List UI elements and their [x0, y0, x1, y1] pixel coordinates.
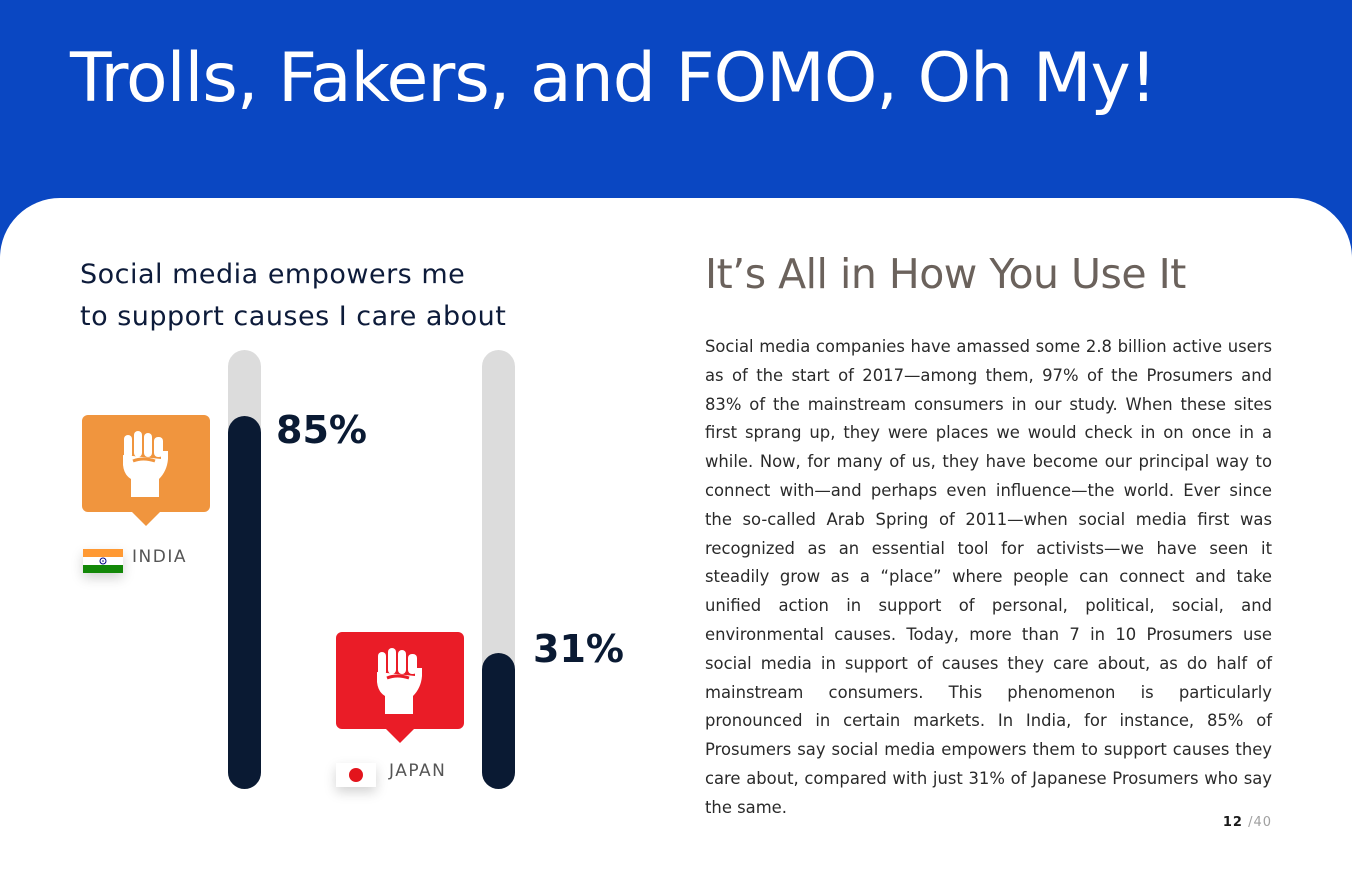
current-page: 12 [1222, 815, 1243, 830]
chart-title-line-2: to support causes I care about [80, 301, 507, 332]
india-bar-track [228, 350, 261, 789]
india-value-label: 85% [276, 408, 367, 452]
india-bar [228, 416, 261, 789]
japan-value-label: 31% [533, 627, 624, 671]
india-bubble [82, 415, 210, 526]
body-paragraph: Social media companies have amassed some… [705, 337, 1272, 817]
chart-title: Social media empowers me to support caus… [80, 254, 580, 338]
raised-fist-icon [123, 431, 168, 497]
japan-label: JAPAN [389, 761, 447, 781]
india-flag [83, 549, 123, 573]
japan-bar-track [482, 350, 515, 789]
raised-fist-icon [377, 648, 422, 714]
content-card [0, 198, 1352, 875]
india-label: INDIA [132, 547, 187, 567]
header-banner: Trolls, Fakers, and FOMO, Oh My! [0, 0, 1352, 230]
page-number: 12 /40 [1223, 815, 1272, 830]
chart-title-line-1: Social media empowers me [80, 259, 466, 290]
page-title: Trolls, Fakers, and FOMO, Oh My! [70, 39, 1157, 118]
section-heading: It’s All in How You Use It [705, 250, 1186, 298]
japan-bar [482, 653, 515, 789]
total-pages: /40 [1248, 815, 1272, 830]
japan-bubble [336, 632, 464, 743]
japan-flag [336, 763, 376, 787]
